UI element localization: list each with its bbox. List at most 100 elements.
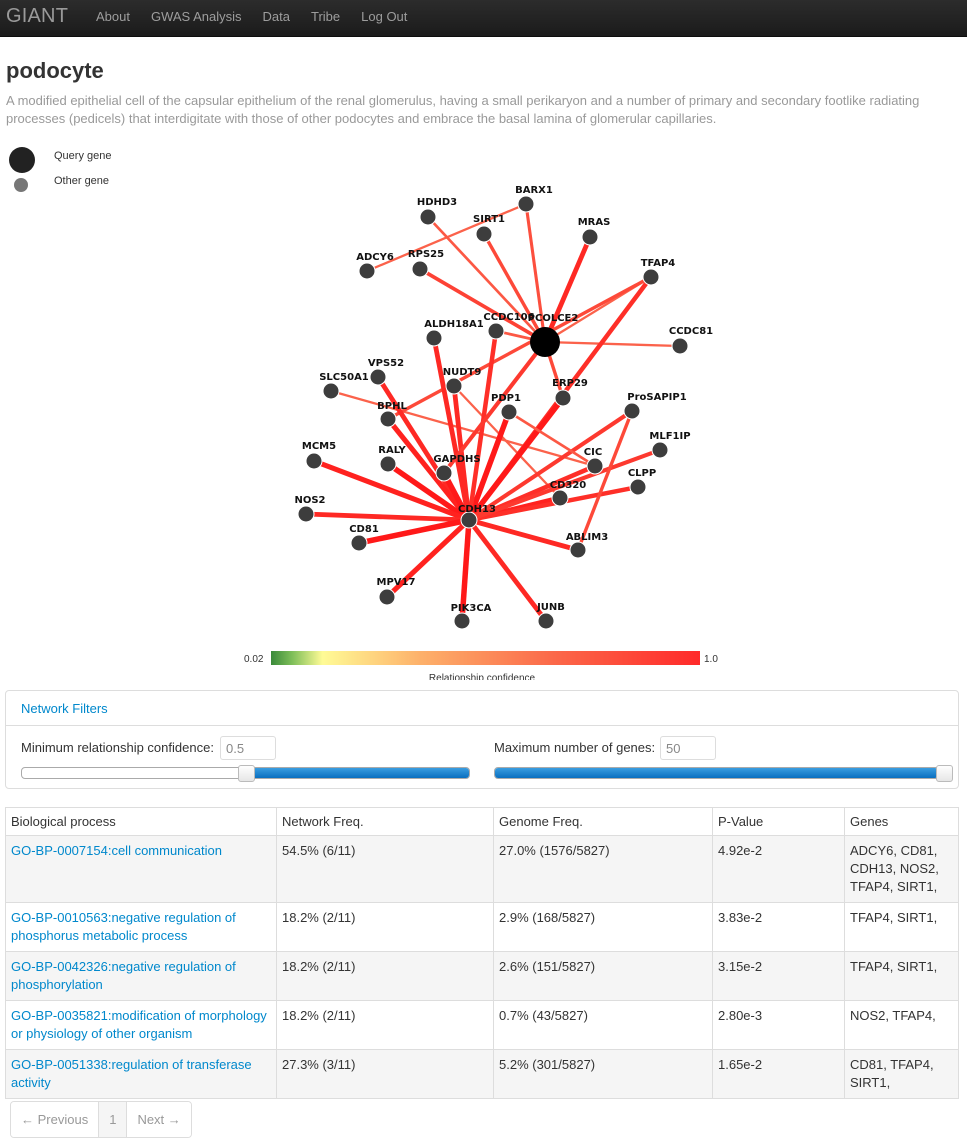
network-edge[interactable]: [467, 409, 634, 522]
gene-node-bphl[interactable]: BPHL: [377, 401, 407, 428]
nav-data[interactable]: Data: [262, 9, 290, 24]
gene-node-nos2[interactable]: NOS2: [294, 495, 326, 523]
network-edge[interactable]: [453, 385, 561, 499]
next-page-button[interactable]: Next →: [127, 1102, 191, 1137]
network-edge[interactable]: [466, 396, 566, 522]
gene-node-pcolce2[interactable]: PCOLCE2: [528, 313, 579, 357]
process-link[interactable]: GO-BP-0042326:negative regulation of pho…: [11, 959, 236, 992]
network-edge[interactable]: [385, 518, 471, 599]
other-gene-node[interactable]: [445, 377, 463, 395]
gene-node-cic[interactable]: CIC: [584, 447, 604, 475]
gene-node-sirt1[interactable]: SIRT1: [473, 214, 505, 243]
gene-node-erp29[interactable]: ERP29: [552, 378, 588, 407]
min-confidence-slider[interactable]: [21, 765, 470, 782]
nav-tribe[interactable]: Tribe: [311, 9, 341, 24]
network-edge[interactable]: [524, 203, 547, 343]
network-filters-toggle[interactable]: Network Filters: [21, 701, 108, 716]
min-confidence-input[interactable]: [220, 736, 276, 760]
gene-node-vps52[interactable]: VPS52: [368, 358, 404, 386]
other-gene-node[interactable]: [305, 452, 323, 470]
network-edge[interactable]: [542, 236, 593, 343]
gene-node-ccdc106[interactable]: CCDC106: [483, 312, 535, 340]
gene-node-nudt9[interactable]: NUDT9: [443, 367, 482, 395]
nav-about[interactable]: About: [96, 9, 130, 24]
network-edge[interactable]: [313, 458, 470, 523]
gene-node-clpp[interactable]: CLPP: [628, 468, 656, 496]
network-edge[interactable]: [358, 517, 470, 546]
gene-node-mras[interactable]: MRAS: [578, 217, 611, 246]
other-gene-node[interactable]: [623, 402, 641, 420]
gene-node-cd81[interactable]: CD81: [349, 524, 379, 552]
gene-node-junb[interactable]: JUNB: [536, 602, 565, 630]
other-gene-node[interactable]: [350, 534, 368, 552]
other-gene-node[interactable]: [500, 403, 518, 421]
other-gene-node[interactable]: [435, 464, 453, 482]
other-gene-node[interactable]: [671, 337, 689, 355]
other-gene-node[interactable]: [411, 260, 429, 278]
network-edge[interactable]: [459, 519, 472, 622]
max-genes-slider[interactable]: [494, 765, 953, 782]
network-edge[interactable]: [468, 448, 661, 522]
other-gene-node[interactable]: [551, 489, 569, 507]
header-p-value[interactable]: P-Value: [712, 807, 845, 836]
network-edge[interactable]: [387, 275, 652, 421]
gene-node-cd320[interactable]: CD320: [550, 480, 587, 507]
network-edge[interactable]: [330, 389, 596, 468]
other-gene-node[interactable]: [651, 441, 669, 459]
max-genes-input[interactable]: [660, 736, 716, 760]
network-edge[interactable]: [508, 410, 596, 468]
other-gene-node[interactable]: [569, 541, 587, 559]
other-gene-node[interactable]: [379, 455, 397, 473]
brand-logo[interactable]: GIANT: [6, 5, 69, 27]
other-gene-node[interactable]: [642, 268, 660, 286]
other-gene-node[interactable]: [425, 329, 443, 347]
network-edge[interactable]: [466, 411, 512, 521]
network-edge[interactable]: [427, 216, 546, 343]
gene-node-rps25[interactable]: RPS25: [408, 249, 444, 278]
network-edge[interactable]: [468, 517, 579, 553]
other-gene-node[interactable]: [460, 511, 478, 529]
gene-node-pdp1[interactable]: PDP1: [491, 393, 521, 421]
other-gene-node[interactable]: [537, 612, 555, 630]
other-gene-node[interactable]: [297, 505, 315, 523]
network-edge[interactable]: [482, 233, 547, 343]
other-gene-node[interactable]: [419, 208, 437, 226]
process-link[interactable]: GO-BP-0051338:regulation of transferase …: [11, 1057, 252, 1090]
gene-node-raly[interactable]: RALY: [378, 445, 407, 473]
query-gene-node[interactable]: [530, 327, 560, 357]
header-genome-freq[interactable]: Genome Freq.: [493, 807, 713, 836]
gene-node-ccdc81[interactable]: CCDC81: [669, 326, 713, 355]
network-edge[interactable]: [544, 340, 681, 348]
other-gene-node[interactable]: [358, 262, 376, 280]
other-gene-node[interactable]: [475, 225, 493, 243]
other-gene-node[interactable]: [453, 612, 471, 630]
other-gene-node[interactable]: [586, 457, 604, 475]
network-edge[interactable]: [419, 267, 546, 344]
other-gene-node[interactable]: [581, 228, 599, 246]
nav-log-out[interactable]: Log Out: [361, 9, 408, 24]
network-edge[interactable]: [467, 518, 548, 623]
previous-page-button[interactable]: ← Previous: [11, 1102, 100, 1137]
gene-node-ablim3[interactable]: ABLIM3: [566, 532, 608, 559]
process-link[interactable]: GO-BP-0035821:modification of morphology…: [11, 1008, 267, 1041]
other-gene-node[interactable]: [629, 478, 647, 496]
gene-node-cdh13[interactable]: CDH13: [458, 504, 496, 529]
process-link[interactable]: GO-BP-0010563:negative regulation of pho…: [11, 910, 236, 943]
network-edge[interactable]: [386, 461, 471, 523]
other-gene-node[interactable]: [322, 382, 340, 400]
gene-node-pik3ca[interactable]: PIK3CA: [451, 603, 492, 630]
page-number-button[interactable]: 1: [99, 1102, 128, 1137]
gene-node-mpv17[interactable]: MPV17: [377, 577, 416, 606]
header-genes[interactable]: Genes: [844, 807, 959, 836]
gene-node-hdhd3[interactable]: HDHD3: [417, 197, 457, 226]
network-edge[interactable]: [431, 337, 472, 521]
network-edge[interactable]: [386, 417, 471, 522]
max-genes-slider-handle[interactable]: [936, 765, 953, 782]
network-edge[interactable]: [442, 340, 547, 475]
other-gene-node[interactable]: [554, 389, 572, 407]
nav-gwas-analysis[interactable]: GWAS Analysis: [150, 9, 242, 24]
gene-node-slc50a1[interactable]: SLC50A1: [319, 372, 369, 400]
gene-node-mlf1ip[interactable]: MLF1IP: [649, 431, 691, 459]
network-edge[interactable]: [305, 511, 470, 523]
network-edge[interactable]: [441, 471, 472, 522]
